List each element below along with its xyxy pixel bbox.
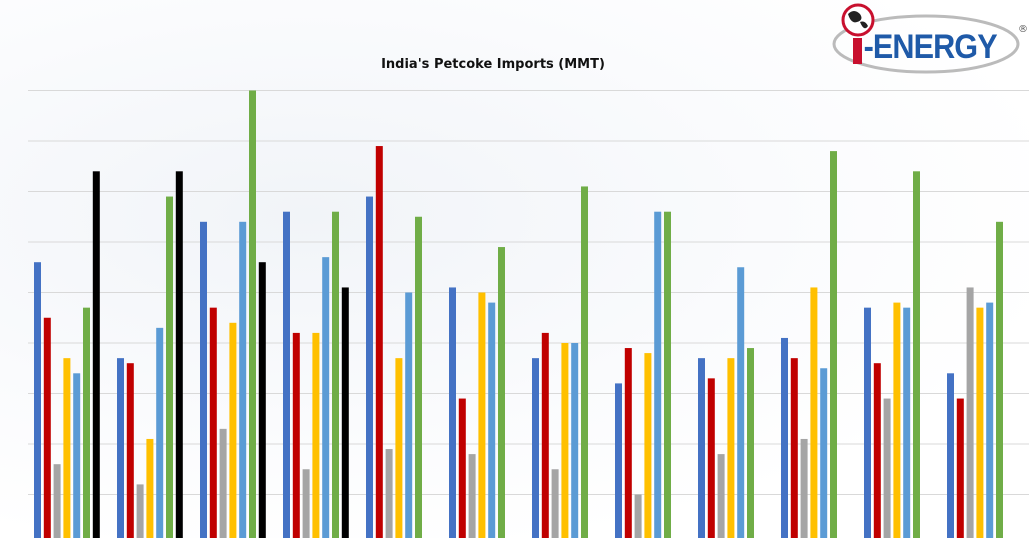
bar-series-7-group-1 — [92, 171, 100, 538]
bar-series-3-group-2 — [136, 484, 144, 538]
bar-series-4-group-4 — [312, 332, 320, 538]
chart-title: India's Petcoke Imports (MMT) — [381, 57, 605, 72]
logo-text: -ENERGY — [856, 28, 998, 66]
bar-series-6-group-8 — [664, 211, 671, 538]
bar-series-3-group-12 — [966, 287, 974, 538]
bar-series-1-group-12 — [947, 373, 954, 538]
bar-series-5-group-3 — [239, 221, 247, 538]
bar-series-5-group-2 — [156, 327, 164, 538]
bar-series-4-group-7 — [561, 343, 569, 538]
bar-series-3-group-3 — [219, 428, 227, 538]
bar-series-6-group-1 — [83, 307, 90, 538]
bar-series-4-group-6 — [478, 292, 486, 538]
bar-series-6-group-11 — [913, 171, 920, 538]
bar-series-5-group-1 — [73, 373, 81, 538]
bar-series-5-group-10 — [820, 368, 828, 538]
bar-series-1-group-4 — [283, 211, 290, 538]
bar-series-3-group-6 — [468, 454, 476, 538]
bar-series-5-group-6 — [488, 302, 496, 538]
bar-series-4-group-1 — [63, 358, 71, 538]
bar-series-2-group-11 — [873, 363, 881, 538]
bar-series-7-group-3 — [258, 262, 266, 538]
bar-series-1-group-2 — [117, 358, 124, 538]
bar-series-2-group-1 — [43, 317, 51, 538]
bar-series-4-group-5 — [395, 358, 403, 538]
bar-series-3-group-8 — [634, 494, 642, 538]
bar-series-5-group-12 — [986, 302, 994, 538]
bar-series-3-group-1 — [53, 464, 61, 538]
bar-series-1-group-6 — [449, 287, 456, 538]
bar-series-2-group-2 — [126, 363, 134, 538]
bar-series-2-group-3 — [209, 307, 217, 538]
bar-series-5-group-11 — [903, 307, 911, 538]
bar-series-3-group-9 — [717, 454, 725, 538]
bar-series-5-group-4 — [322, 257, 330, 538]
bar-series-6-group-6 — [498, 247, 505, 538]
bar-series-6-group-10 — [830, 151, 837, 538]
i-energy-logo: -ENERGY ® — [826, 2, 1029, 78]
bar-series-6-group-4 — [332, 211, 339, 538]
bar-series-1-group-11 — [864, 307, 871, 538]
bar-series-6-group-7 — [581, 186, 588, 538]
bar-series-4-group-9 — [727, 358, 735, 538]
bar-series-4-group-10 — [810, 287, 818, 538]
bar-series-3-group-10 — [800, 438, 808, 538]
bar-series-6-group-12 — [996, 221, 1003, 538]
bar-series-6-group-9 — [747, 348, 754, 538]
bar-series-2-group-7 — [541, 332, 549, 538]
bar-series-2-group-4 — [292, 332, 300, 538]
bar-series-4-group-3 — [229, 322, 237, 538]
bar-series-4-group-11 — [893, 302, 901, 538]
bar-series-5-group-7 — [571, 343, 579, 538]
bar-series-1-group-9 — [698, 358, 705, 538]
bar-series-2-group-9 — [707, 378, 715, 538]
bar-series-1-group-8 — [615, 383, 622, 538]
bar-series-5-group-9 — [737, 267, 745, 538]
bar-series-1-group-1 — [34, 262, 41, 538]
bar-series-4-group-12 — [976, 307, 984, 538]
bar-series-2-group-8 — [624, 348, 632, 538]
bar-series-5-group-8 — [654, 211, 662, 538]
bar-series-6-group-3 — [249, 90, 256, 538]
bar-series-3-group-11 — [883, 398, 891, 538]
bar-series-1-group-7 — [532, 358, 539, 538]
bar-series-7-group-4 — [341, 287, 349, 538]
bar-series-2-group-6 — [458, 398, 466, 538]
bar-series-3-group-7 — [551, 469, 559, 538]
bar-series-2-group-12 — [956, 398, 964, 538]
bar-series-7-group-2 — [175, 171, 183, 538]
bar-series-4-group-2 — [146, 438, 154, 538]
bar-series-3-group-5 — [385, 449, 393, 538]
bar-series-5-group-5 — [405, 292, 413, 538]
bar-series-2-group-10 — [790, 358, 798, 538]
bar-series-3-group-4 — [302, 469, 310, 538]
bar-series-1-group-10 — [781, 337, 788, 538]
bar-series-6-group-5 — [415, 216, 422, 538]
bar-series-2-group-5 — [375, 146, 383, 538]
bar-series-1-group-3 — [200, 221, 207, 538]
bar-series-6-group-2 — [166, 196, 173, 538]
bar-series-1-group-5 — [366, 196, 373, 538]
globe-icon — [832, 3, 1020, 74]
bar-series-4-group-8 — [644, 353, 652, 538]
registered-mark: ® — [1018, 24, 1028, 35]
